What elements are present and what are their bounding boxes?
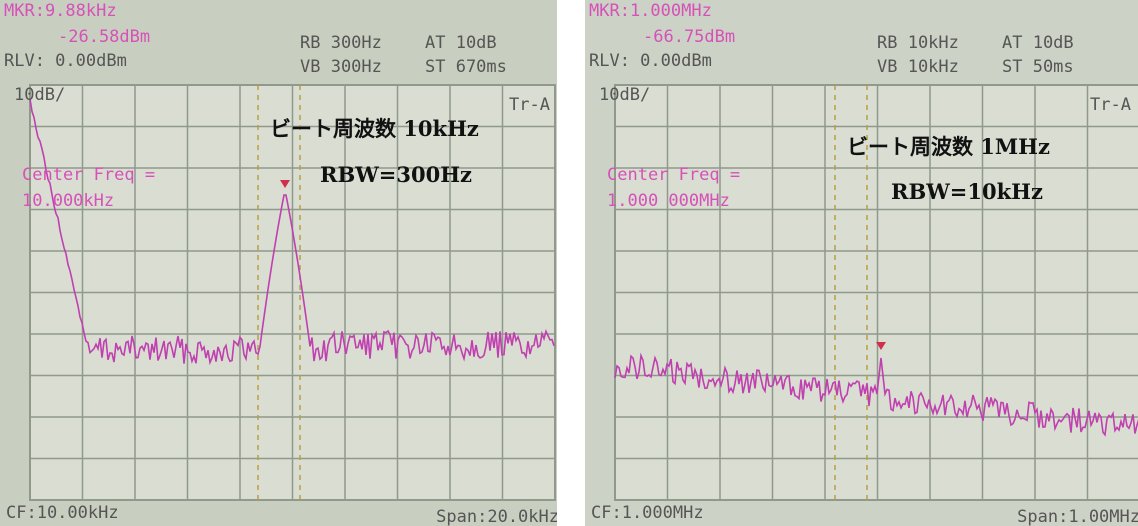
attenuation: AT 10dB <box>425 33 497 53</box>
sweep-time: ST 50ms <box>1002 57 1074 77</box>
center-value: 1.000 000MHz <box>607 191 730 211</box>
center-value: 10.000kHz <box>22 191 114 211</box>
center-label: Center Freq = <box>22 165 155 185</box>
reference-level: RLV: 0.00dBm <box>589 51 712 71</box>
marker <box>280 180 290 188</box>
marker <box>876 342 886 350</box>
resolution-bandwidth: RB 10kHz <box>877 33 959 53</box>
annotation: RBW=10kHz <box>891 179 1043 204</box>
center-label: Center Freq = <box>607 165 740 185</box>
span: Span:20.0kHz <box>436 507 559 526</box>
annotation: ビート周波数 10kHz <box>270 116 479 141</box>
center-frequency: CF:10.00kHz <box>6 503 119 523</box>
center-frequency: CF:1.000MHz <box>591 503 704 523</box>
trace-label: Tr-A <box>509 95 550 115</box>
attenuation: AT 10dB <box>1002 33 1074 53</box>
trace <box>29 98 555 366</box>
marker-level: -66.75dBm <box>643 27 735 47</box>
video-bandwidth: VB 10kHz <box>877 57 959 77</box>
annotation: RBW=300Hz <box>320 162 472 187</box>
video-bandwidth: VB 300Hz <box>300 57 382 77</box>
analyzer-screen: MKR:9.88kHz -26.58dBm RLV: 0.00dBm RB 300Hz… <box>0 0 559 526</box>
span: Span:1.00MHz <box>1017 507 1138 526</box>
scale: 10dB/ <box>14 85 65 105</box>
marker-frequency: MKR:1.000MHz <box>589 1 712 21</box>
scale: 10dB/ <box>599 85 650 105</box>
trace-label: Tr-A <box>1090 95 1131 115</box>
resolution-bandwidth: RB 300Hz <box>300 33 382 53</box>
marker-frequency: MKR:9.88kHz <box>4 1 117 21</box>
analyzer-screen: MKR:1.000MHz -66.75dBm RLV: 0.00dBm RB 10kH… <box>585 0 1138 526</box>
sweep-time: ST 670ms <box>425 57 507 77</box>
reference-level: RLV: 0.00dBm <box>4 51 127 71</box>
marker-level: -26.58dBm <box>58 27 150 47</box>
annotation: ビート周波数 1MHz <box>847 134 1050 159</box>
trace <box>614 352 1138 437</box>
